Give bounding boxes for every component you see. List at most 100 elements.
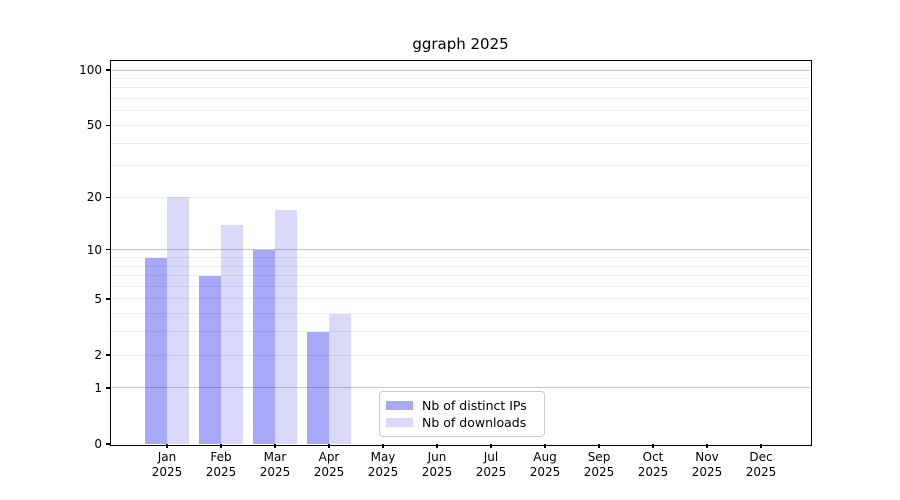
x-tick-label: Oct 2025 (626, 450, 680, 480)
x-tick-year: 2025 (151, 465, 183, 479)
gridline-minor (111, 313, 810, 315)
y-tick-label: 50 (86, 118, 102, 133)
x-tick-month: Dec (749, 450, 773, 464)
legend-swatch-distinct-ips (386, 401, 413, 410)
x-tick-mark (220, 444, 222, 448)
legend-label-downloads: Nb of downloads (422, 415, 527, 430)
x-tick-label: Mar 2025 (248, 450, 302, 480)
bar-distinct-ips-feb (199, 275, 221, 444)
x-tick-label: Jul 2025 (464, 450, 518, 480)
y-tick-label: 2 (94, 347, 102, 362)
x-tick-month: Jun (427, 450, 447, 464)
y-tick-mark (106, 124, 110, 127)
x-tick-month: Sep (587, 450, 611, 464)
legend-item-distinct-ips: Nb of distinct IPs (386, 397, 536, 414)
x-tick-label: Aug 2025 (518, 450, 572, 480)
x-tick-year: 2025 (637, 465, 669, 479)
x-tick-month: Feb (210, 450, 232, 464)
gridline-minor (111, 196, 810, 198)
x-tick-mark (760, 444, 762, 448)
plot-area (111, 61, 810, 444)
x-tick-year: 2025 (691, 465, 723, 479)
x-tick-year: 2025 (475, 465, 507, 479)
x-tick-year: 2025 (583, 465, 615, 479)
gridline-minor (111, 256, 810, 258)
x-tick-mark (436, 444, 438, 448)
x-tick-year: 2025 (421, 465, 453, 479)
x-tick-year: 2025 (259, 465, 291, 479)
x-tick-label: May 2025 (356, 450, 410, 480)
gridline-major (111, 69, 810, 71)
x-tick-mark (490, 444, 492, 448)
y-tick-mark (106, 443, 110, 445)
y-tick-mark (106, 249, 110, 251)
x-tick-month: Aug (533, 450, 557, 464)
gridline-major (111, 249, 810, 251)
x-tick-mark (328, 444, 330, 448)
gridline-minor (111, 165, 810, 167)
x-tick-month: Jul (483, 450, 499, 464)
gridline-minor (111, 331, 810, 333)
x-tick-year: 2025 (367, 465, 399, 479)
y-tick-mark (106, 298, 110, 300)
gridline-minor (111, 265, 810, 267)
x-tick-label: Jun 2025 (410, 450, 464, 480)
bar-downloads-feb (221, 224, 243, 444)
bar-downloads-jan (167, 197, 189, 444)
bar-distinct-ips-mar (253, 249, 275, 444)
y-tick-mark (106, 387, 110, 389)
bar-distinct-ips-jan (145, 257, 167, 444)
x-tick-year: 2025 (529, 465, 561, 479)
y-tick-label: 20 (86, 190, 102, 205)
legend: Nb of distinct IPs Nb of downloads (379, 391, 545, 437)
x-tick-label: Sep 2025 (572, 450, 626, 480)
x-tick-mark (652, 444, 654, 448)
legend-swatch-downloads (386, 418, 413, 427)
x-tick-year: 2025 (313, 465, 345, 479)
y-tick-label: 5 (94, 291, 102, 306)
gridline-minor (111, 298, 810, 300)
gridline-minor (111, 124, 810, 126)
gridline-minor (111, 285, 810, 287)
x-tick-label: Apr 2025 (302, 450, 356, 480)
x-tick-label: Feb 2025 (194, 450, 248, 480)
y-tick-mark (106, 69, 110, 71)
y-tick-label: 0 (94, 437, 102, 451)
y-tick-label: 100 (79, 63, 102, 78)
chart-title: ggraph 2025 (412, 35, 509, 53)
x-tick-month: Mar (263, 450, 287, 464)
bar-downloads-mar (275, 209, 297, 444)
x-tick-label: Nov 2025 (680, 450, 734, 480)
x-tick-mark (166, 444, 168, 448)
y-tick-mark (106, 354, 110, 356)
x-tick-label: Dec 2025 (734, 450, 788, 480)
x-tick-month: Nov (695, 450, 719, 464)
gridline-minor (111, 354, 810, 356)
x-tick-year: 2025 (205, 465, 237, 479)
x-tick-mark (706, 444, 708, 448)
x-tick-mark (382, 444, 384, 448)
x-tick-month: Oct (642, 450, 664, 464)
gridline-major (111, 387, 810, 389)
gridline-minor (111, 275, 810, 277)
gridline-minor (111, 98, 810, 100)
y-tick-label: 1 (94, 380, 102, 395)
x-tick-month: May (370, 450, 396, 464)
y-tick-label: 10 (86, 242, 102, 257)
legend-item-downloads: Nb of downloads (386, 414, 536, 431)
gridline-minor (111, 110, 810, 112)
x-tick-mark (598, 444, 600, 448)
x-tick-mark (544, 444, 546, 448)
x-tick-label: Jan 2025 (140, 450, 194, 480)
gridline-minor (111, 142, 810, 144)
gridline-minor (111, 78, 810, 80)
legend-label-distinct-ips: Nb of distinct IPs (422, 398, 527, 413)
bar-downloads-apr (329, 313, 351, 444)
gridline-minor (111, 87, 810, 89)
y-tick-mark (106, 196, 110, 199)
bar-distinct-ips-apr (307, 331, 329, 444)
x-tick-year: 2025 (745, 465, 777, 479)
x-tick-mark (274, 444, 276, 448)
x-tick-month: Jan (157, 450, 177, 464)
